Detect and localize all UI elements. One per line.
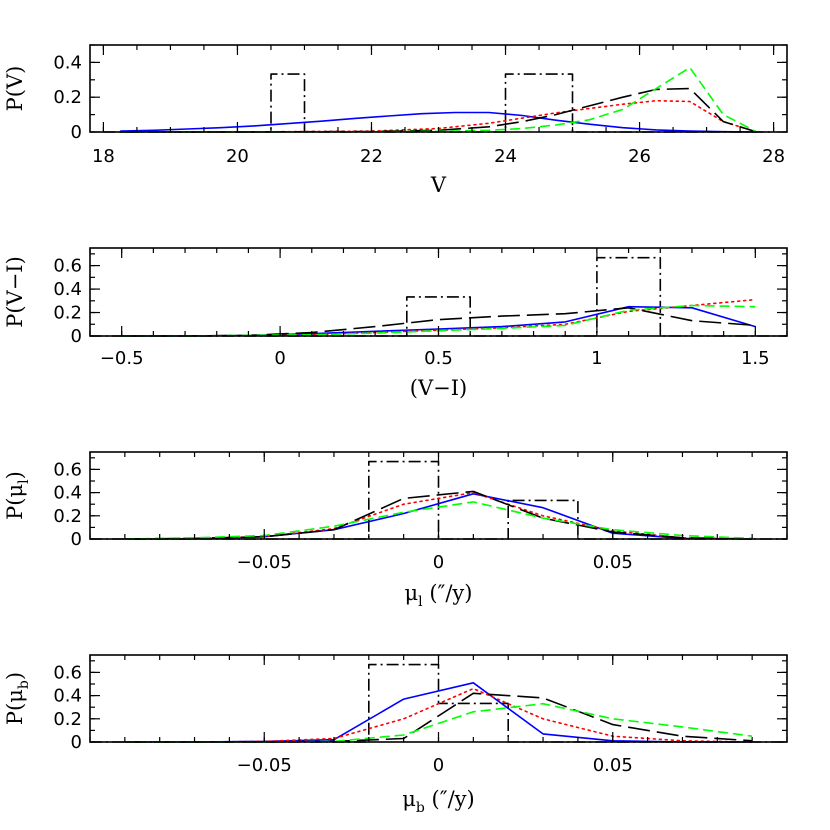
series-dashdot-line bbox=[90, 256, 787, 337]
x-tick-label: 18 bbox=[92, 146, 115, 167]
x-axis-label-unit: (″/y) bbox=[423, 581, 473, 605]
y-axis-label-close: ) bbox=[3, 672, 27, 680]
y-tick-label: 0.2 bbox=[53, 506, 82, 527]
y-tick-label: 0 bbox=[71, 326, 82, 347]
y-tick-label: 0.2 bbox=[53, 709, 82, 730]
series-dashdot-line bbox=[90, 663, 787, 743]
x-tick-label: 1.5 bbox=[741, 348, 770, 369]
x-axis-label-main: V bbox=[430, 173, 447, 197]
x-tick-label: 0.05 bbox=[593, 755, 633, 776]
series-group bbox=[90, 663, 787, 743]
series-dashdot-line bbox=[103, 73, 774, 133]
series-longdash-line bbox=[120, 87, 758, 133]
x-tick-label: 0.5 bbox=[424, 348, 453, 369]
series-group bbox=[103, 66, 774, 133]
y-axis-label-main: P(V−I) bbox=[3, 256, 27, 328]
x-axis-label-subscript: l bbox=[418, 594, 423, 610]
y-tick-label: 0.6 bbox=[53, 459, 82, 480]
x-tick-label: 22 bbox=[360, 146, 383, 167]
x-axis-label-subscript: b bbox=[416, 800, 425, 816]
series-dashdot-line bbox=[90, 460, 787, 540]
y-tick-label: 0 bbox=[71, 122, 82, 143]
x-tick-label: 0 bbox=[274, 348, 285, 369]
x-axis-label-main: μ bbox=[402, 787, 416, 811]
y-axis-label-main: P(μ bbox=[3, 689, 27, 725]
y-tick-label: 0.4 bbox=[53, 483, 82, 504]
x-tick-label: 20 bbox=[226, 146, 249, 167]
y-axis-label-close: ) bbox=[3, 471, 27, 479]
x-tick-label: 28 bbox=[762, 146, 785, 167]
series-group bbox=[90, 460, 787, 540]
y-axis-label: P(V) bbox=[3, 66, 27, 112]
series-dashed-line bbox=[124, 501, 753, 540]
x-tick-label: 24 bbox=[494, 146, 517, 167]
y-axis-label: P(V−I) bbox=[3, 256, 27, 328]
panel-2: −0.5 0 0.5 1 1.500.20.40.6(V−I)P(V−I) bbox=[3, 247, 788, 400]
y-tick-label: 0.4 bbox=[53, 279, 82, 300]
x-axis-label: μl (″/y) bbox=[405, 581, 473, 610]
y-tick-label: 0.6 bbox=[53, 256, 82, 277]
x-tick-label: −0.05 bbox=[237, 552, 292, 573]
y-axis-label-subscript: b bbox=[16, 680, 32, 689]
series-group bbox=[90, 256, 787, 337]
y-tick-label: 0.4 bbox=[53, 52, 82, 73]
series-dashed-line bbox=[120, 66, 758, 133]
x-axis-label: V bbox=[430, 173, 447, 197]
x-tick-label: 1 bbox=[591, 348, 602, 369]
y-axis-label-main: P(μ bbox=[3, 484, 27, 520]
x-axis-label: μb (″/y) bbox=[402, 787, 474, 816]
y-tick-label: 0 bbox=[71, 732, 82, 753]
series-solid-line bbox=[120, 111, 757, 133]
x-tick-label: −0.05 bbox=[237, 755, 292, 776]
panel-1: 18 20 22 24 26 28 0 0.2 0.4 V P(V) bbox=[3, 44, 788, 197]
x-tick-label: 0 bbox=[433, 755, 444, 776]
x-tick-label: 26 bbox=[628, 146, 651, 167]
series-dashed-line bbox=[124, 702, 753, 743]
x-tick-label: −0.5 bbox=[100, 348, 144, 369]
x-axis-label-unit: (″/y) bbox=[425, 787, 475, 811]
y-tick-label: 0 bbox=[71, 529, 82, 550]
y-tick-label: 0.6 bbox=[53, 662, 82, 683]
x-axis-label-main: (V−I) bbox=[410, 376, 467, 400]
y-axis-label: P(μl) bbox=[3, 471, 32, 520]
y-tick-label: 0.2 bbox=[53, 303, 82, 324]
y-axis-label-main: P(V) bbox=[3, 66, 27, 112]
y-axis-label: P(μb) bbox=[3, 672, 32, 725]
plot-frame bbox=[89, 247, 788, 337]
y-tick-label: 0.4 bbox=[53, 686, 82, 707]
x-axis-label: (V−I) bbox=[410, 376, 467, 400]
x-tick-label: 0.05 bbox=[593, 552, 633, 573]
x-tick-label: 0 bbox=[433, 552, 444, 573]
y-axis-label-subscript: l bbox=[16, 479, 32, 484]
y-tick-label: 0.2 bbox=[53, 87, 82, 108]
x-axis-label-main: μ bbox=[405, 581, 419, 605]
